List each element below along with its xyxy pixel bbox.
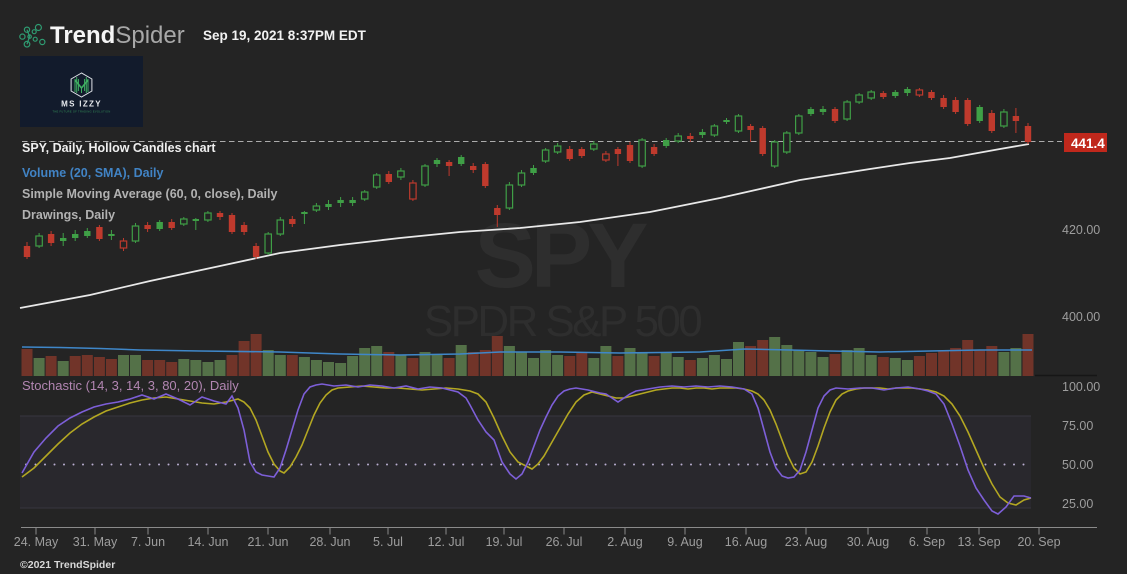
svg-text:THE FUTURE OF TRADING EVOLUTIO: THE FUTURE OF TRADING EVOLUTION — [52, 110, 110, 114]
svg-text:MS IZZY: MS IZZY — [61, 100, 102, 109]
svg-text:SPDR S&P 500: SPDR S&P 500 — [424, 297, 701, 346]
svg-text:SPY: SPY — [474, 205, 647, 307]
